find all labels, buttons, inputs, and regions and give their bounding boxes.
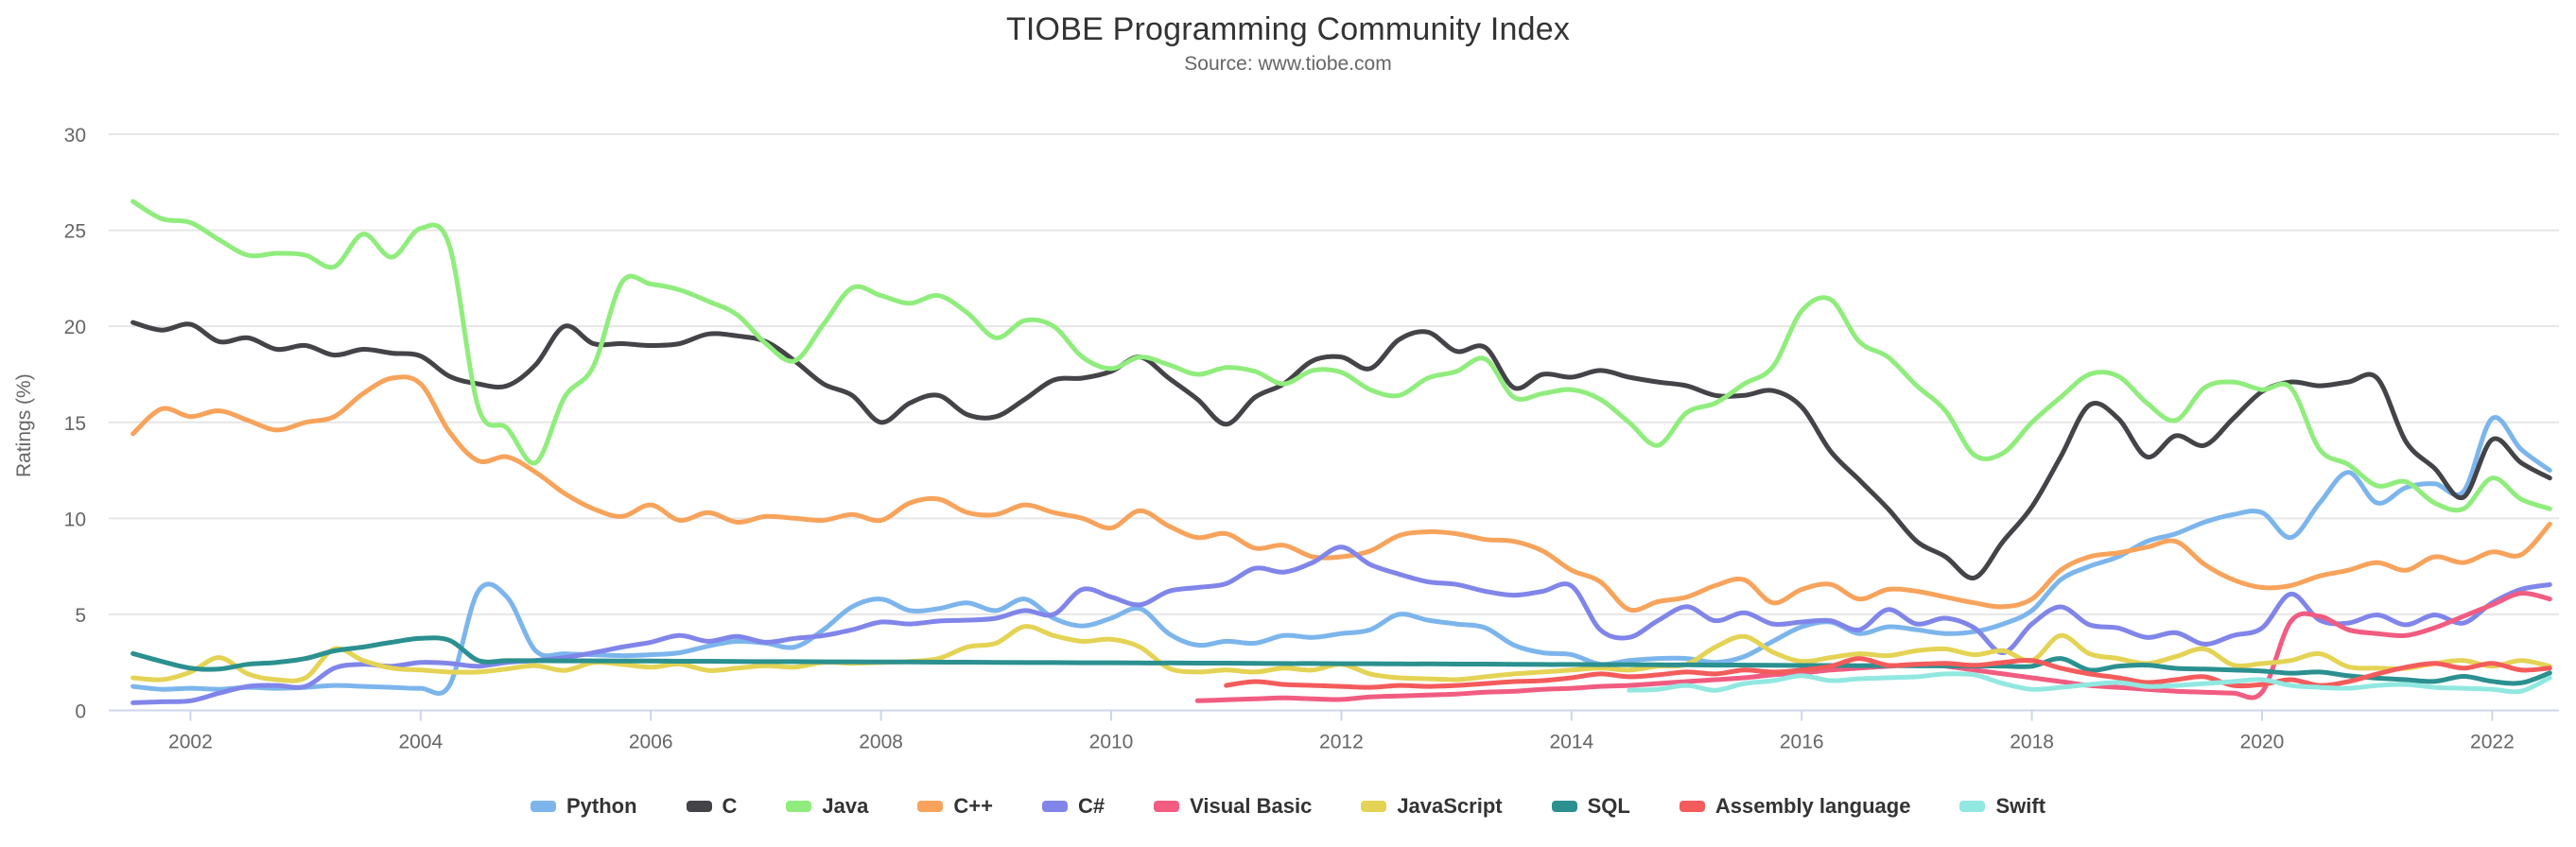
legend-label-csharp: C#: [1077, 794, 1105, 818]
x-tick-label-2012: 2012: [1319, 732, 1364, 753]
legend-swatch-python: [530, 801, 556, 812]
x-tick-label-2022: 2022: [2470, 732, 2515, 753]
x-tick-label-2002: 2002: [168, 732, 213, 753]
legend-swatch-csharp: [1041, 801, 1068, 812]
x-tick-label-2008: 2008: [859, 732, 903, 753]
series-line-cpp: [131, 374, 2552, 614]
legend-label-python: Python: [566, 794, 637, 818]
legend-item-c[interactable]: C: [686, 794, 738, 819]
y-tick-label-20: 20: [64, 317, 86, 338]
legend-item-sql[interactable]: SQL: [1551, 794, 1630, 819]
y-tick-label-15: 15: [64, 413, 86, 435]
legend-label-java: Java: [822, 794, 869, 818]
legend-item-cpp[interactable]: C++: [917, 794, 993, 819]
y-tick-label-10: 10: [64, 509, 86, 530]
legend-label-swift: Swift: [1995, 794, 2046, 818]
legend-label-javascript: JavaScript: [1397, 794, 1503, 818]
legend-label-cpp: C++: [953, 794, 993, 818]
x-tick-label-2016: 2016: [1780, 732, 1824, 753]
series-line-c: [131, 320, 2552, 580]
x-tick-label-2006: 2006: [629, 732, 673, 753]
chart-subtitle: Source: www.tiobe.com: [1184, 53, 1392, 75]
legend-item-assembly-language[interactable]: Assembly language: [1679, 794, 1911, 819]
series-line-java: [131, 199, 2552, 513]
legend-swatch-c: [686, 801, 712, 812]
legend-item-javascript[interactable]: JavaScript: [1361, 794, 1503, 819]
x-tick-label-2010: 2010: [1089, 732, 1134, 753]
legend-item-java[interactable]: Java: [786, 794, 868, 819]
series-line-swift: [1627, 671, 2552, 695]
legend-label-sql: SQL: [1587, 794, 1630, 818]
y-tick-label-25: 25: [64, 221, 86, 243]
legend-swatch-sql: [1551, 801, 1577, 812]
legend-swatch-assembly-language: [1679, 801, 1705, 812]
legend: Python C Java C++ C# Visual Basic JavaScript SQ…: [0, 794, 2576, 819]
x-tick-label-2014: 2014: [1549, 732, 1593, 753]
legend-swatch-java: [786, 801, 812, 812]
legend-label-visual-basic: Visual Basic: [1190, 794, 1313, 818]
chart-title: TIOBE Programming Community Index: [1005, 11, 1571, 47]
series-line-assembly-language: [1224, 656, 2552, 690]
legend-swatch-swift: [1959, 801, 1986, 812]
legend-label-c: C: [722, 794, 738, 818]
x-tick-label-2020: 2020: [2240, 732, 2285, 753]
series-line-python: [131, 415, 2552, 696]
series-line-sql: [131, 635, 2552, 686]
legend-item-python[interactable]: Python: [530, 794, 637, 819]
x-tick-label-2004: 2004: [398, 732, 443, 753]
y-tick-label-0: 0: [75, 701, 86, 723]
legend-item-csharp[interactable]: C#: [1041, 794, 1105, 819]
legend-swatch-javascript: [1361, 801, 1387, 812]
legend-swatch-visual-basic: [1154, 801, 1180, 812]
y-tick-label-5: 5: [75, 605, 86, 627]
legend-item-visual-basic[interactable]: Visual Basic: [1154, 794, 1312, 819]
x-tick-label-2018: 2018: [2010, 732, 2054, 753]
y-tick-label-30: 30: [64, 125, 86, 147]
legend-item-swift[interactable]: Swift: [1959, 794, 2045, 819]
legend-label-assembly-language: Assembly language: [1714, 794, 1911, 818]
legend-swatch-cpp: [917, 801, 944, 812]
